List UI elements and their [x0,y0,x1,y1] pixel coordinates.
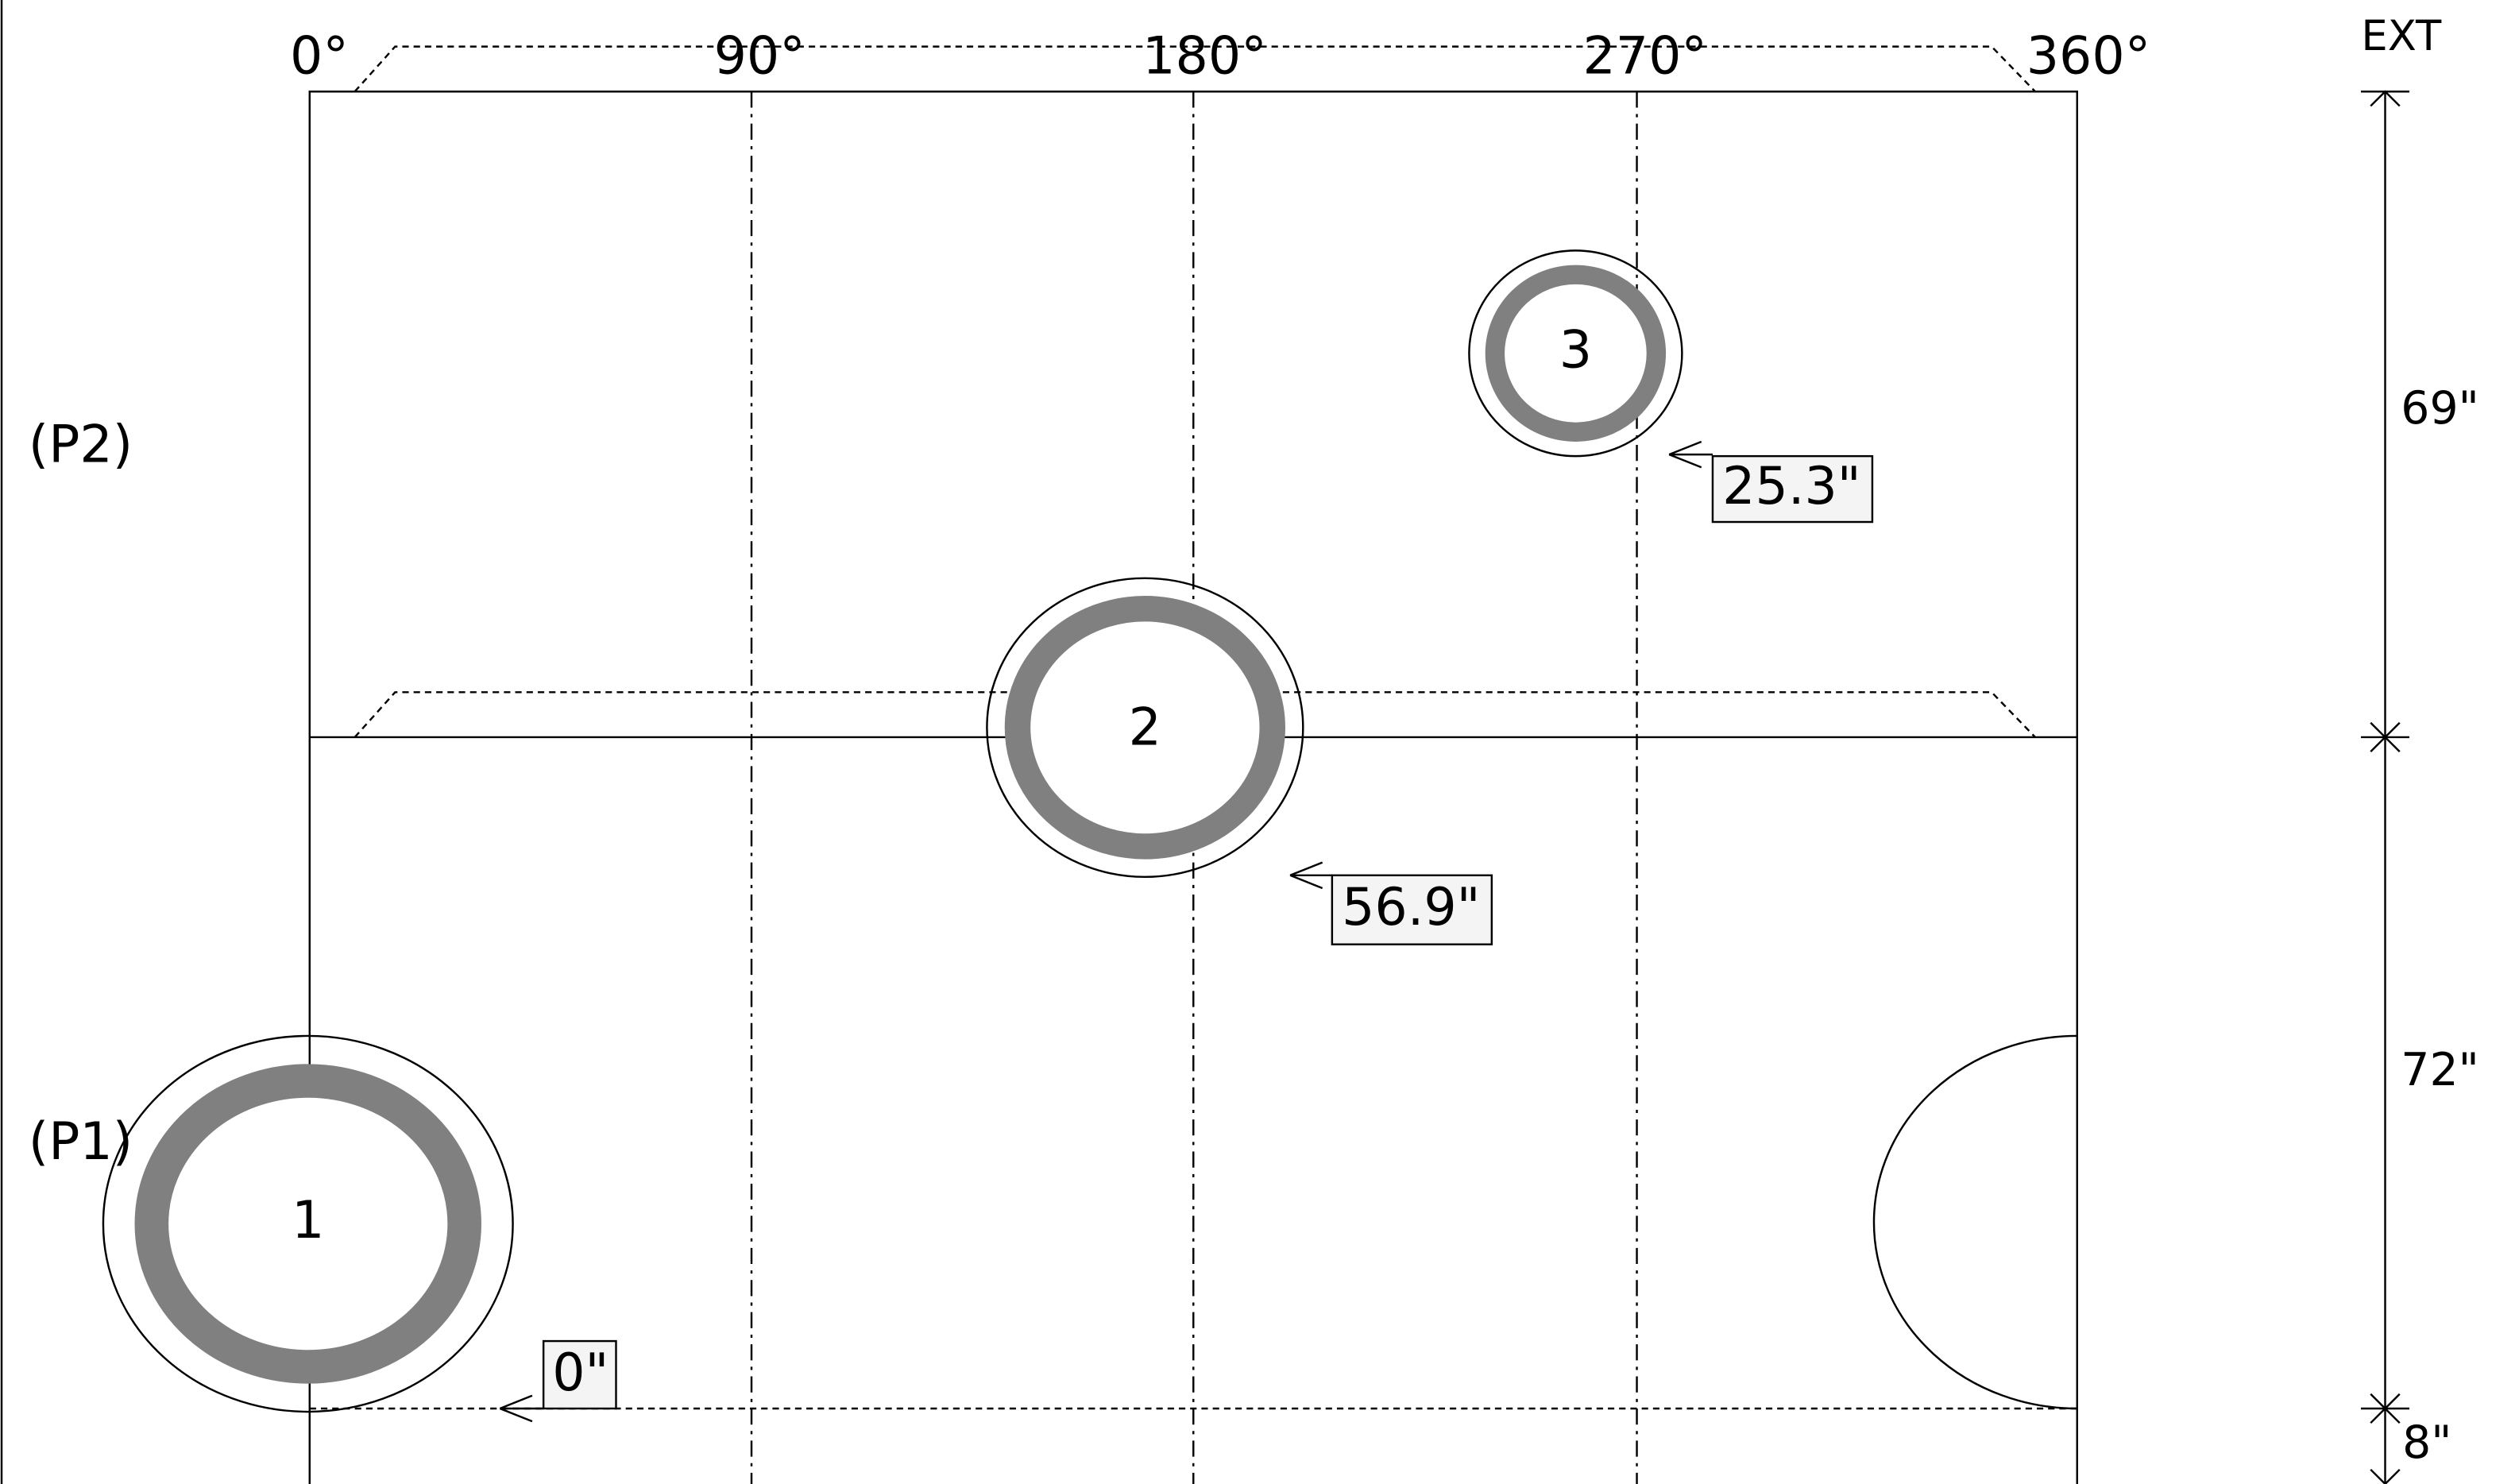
angle-label: 90° [714,26,806,86]
dimension-label: 8" [2402,1416,2451,1469]
nozzle: 3 [1468,249,1683,458]
callout-arrow [1289,861,1332,890]
nozzle-number: 2 [1129,698,1161,758]
elevation-label: 56.9" [1342,878,1480,937]
shell-label: (P1) [29,1112,133,1172]
angle-label: 270° [1582,26,1706,86]
nozzle: 1 [102,1034,514,1413]
dimension-label: 72" [2401,1044,2478,1096]
nozzle-number: 3 [1559,320,1592,380]
callout-box [1331,874,1493,945]
callout-arrow [1668,440,1713,469]
nozzle: 2 [986,577,1304,879]
elevation-label: 25.3" [1722,457,1860,516]
top-course-trapezoid [354,45,2036,93]
ext-label: EXT [2361,12,2442,60]
callout-box [542,1339,617,1410]
angle-label: 180° [1142,26,1266,86]
callout-box [1711,454,1874,524]
angle-label: 360° [2026,26,2150,86]
nozzle-number: 1 [292,1191,324,1250]
dimension-label: 69" [2401,382,2478,435]
dimension-line [2361,90,2409,1484]
elevation-label: 0" [552,1343,609,1403]
shell-label: (P2) [29,415,133,475]
callout-arrow [499,1394,544,1423]
angle-label: 0° [290,26,349,86]
manway-outline [1872,1034,2077,1410]
